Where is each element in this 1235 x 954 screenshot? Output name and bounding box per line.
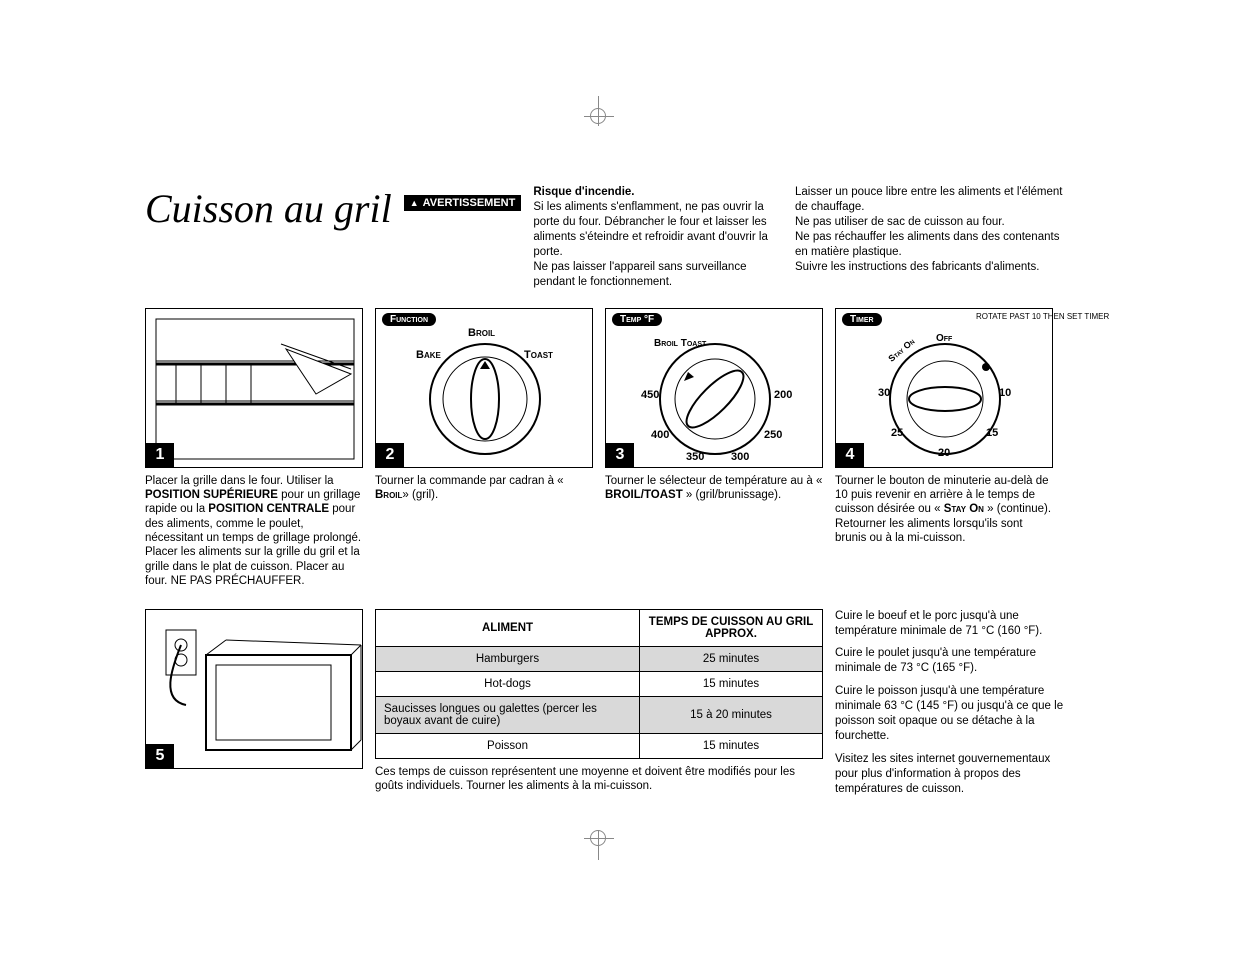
page-content: Cuisson au gril AVERTISSEMENT Risque d'i…	[145, 185, 1065, 805]
warning-text: Risque d'incendie. Si les aliments s'enf…	[533, 185, 783, 290]
step-3: Temp °F Broil Toast 200 250 300 350 400 …	[605, 308, 823, 589]
cooking-table-col: ALIMENT TEMPS DE CUISSON AU GRIL APPROX.…	[375, 609, 823, 805]
warning-line-2: Ne pas laisser l'appareil sans surveilla…	[533, 261, 746, 288]
warning-right: Laisser un pouce libre entre les aliment…	[795, 185, 1065, 275]
note-sites: Visitez les sites internet gouvernementa…	[835, 752, 1065, 797]
header-row: Cuisson au gril AVERTISSEMENT Risque d'i…	[145, 185, 1065, 290]
dial-broil: Broil	[468, 327, 495, 339]
dial-broiltoast: Broil Toast	[654, 339, 706, 349]
table-row: Hot-dogs15 minutes	[376, 671, 823, 696]
warning-r3: Suivre les instructions des fabricants d…	[795, 261, 1039, 273]
step-4-caption: Tourner le bouton de minuterie au-delà d…	[835, 474, 1053, 546]
dial-toast: Toast	[524, 349, 553, 361]
step-num-5: 5	[146, 744, 174, 768]
page-title: Cuisson au gril	[145, 185, 392, 232]
dial-15: 15	[986, 427, 998, 439]
step-2: Function Broil Bake Toast 2 Tourner la c…	[375, 308, 593, 589]
warning-r1: Ne pas utiliser de sac de cuisson au fou…	[795, 216, 1005, 228]
step-1: 1 Placer la grille dans le four. Utilise…	[145, 308, 363, 589]
note-poulet: Cuire le poulet jusqu'à une température …	[835, 646, 1065, 676]
step-num-4: 4	[836, 443, 864, 467]
steps-row: 1 Placer la grille dans le four. Utilise…	[145, 308, 1065, 589]
warning-r0: Laisser un pouce libre entre les aliment…	[795, 186, 1062, 213]
timer-dial-label: Timer	[842, 313, 882, 326]
step-5-image: 5	[145, 609, 363, 769]
warning-line-1: Si les aliments s'enflamment, ne pas ouv…	[533, 201, 768, 258]
warning-badge: AVERTISSEMENT	[404, 195, 522, 211]
note-beef: Cuire le boeuf et le porc jusqu'à une te…	[835, 609, 1065, 639]
dial-off: Off	[936, 333, 952, 344]
dial-bake: Bake	[416, 349, 441, 361]
step-num-2: 2	[376, 443, 404, 467]
step-4: Timer ROTATE PAST 10 THEN SET TIMER Off …	[835, 308, 1053, 589]
step-4-image: Timer ROTATE PAST 10 THEN SET TIMER Off …	[835, 308, 1053, 468]
table-row: Poisson15 minutes	[376, 733, 823, 758]
dial-20: 20	[938, 447, 950, 459]
bottom-row: 5 ALIMENT TEMPS DE CUISSON AU GRIL APPRO…	[145, 609, 1065, 805]
dial-300: 300	[731, 451, 749, 463]
note-poisson: Cuire le poisson jusqu'à une température…	[835, 684, 1065, 744]
dial-350: 350	[686, 451, 704, 463]
th-temps: TEMPS DE CUISSON AU GRIL APPROX.	[640, 609, 823, 646]
temp-dial-label: Temp °F	[612, 313, 662, 326]
right-notes: Cuire le boeuf et le porc jusqu'à une te…	[835, 609, 1065, 805]
dial-400: 400	[651, 429, 669, 441]
dial-10: 10	[999, 387, 1011, 399]
step-2-image: Function Broil Bake Toast 2	[375, 308, 593, 468]
table-row: Hamburgers25 minutes	[376, 646, 823, 671]
dial-450: 450	[641, 389, 659, 401]
table-note: Ces temps de cuisson représentent une mo…	[375, 765, 823, 794]
step-num-1: 1	[146, 443, 174, 467]
step-1-image: 1	[145, 308, 363, 468]
dial-25: 25	[891, 427, 903, 439]
dial-30: 30	[878, 387, 890, 399]
cooking-table: ALIMENT TEMPS DE CUISSON AU GRIL APPROX.…	[375, 609, 823, 759]
dial-200: 200	[774, 389, 792, 401]
step-5: 5	[145, 609, 363, 805]
function-dial-label: Function	[382, 313, 436, 326]
step-num-3: 3	[606, 443, 634, 467]
dial-250: 250	[764, 429, 782, 441]
table-row: Saucisses longues ou galettes (percer le…	[376, 696, 823, 733]
th-aliment: ALIMENT	[376, 609, 640, 646]
warning-r2: Ne pas réchauffer les aliments dans des …	[795, 231, 1059, 258]
step-2-caption: Tourner la commande par cadran à « Broil…	[375, 474, 593, 503]
warning-bold: Risque d'incendie.	[533, 186, 634, 198]
timer-note: ROTATE PAST 10 THEN SET TIMER	[976, 313, 1046, 322]
step-1-caption: Placer la grille dans le four. Utiliser …	[145, 474, 363, 589]
step-3-caption: Tourner le sélecteur de température au à…	[605, 474, 823, 503]
step-3-image: Temp °F Broil Toast 200 250 300 350 400 …	[605, 308, 823, 468]
